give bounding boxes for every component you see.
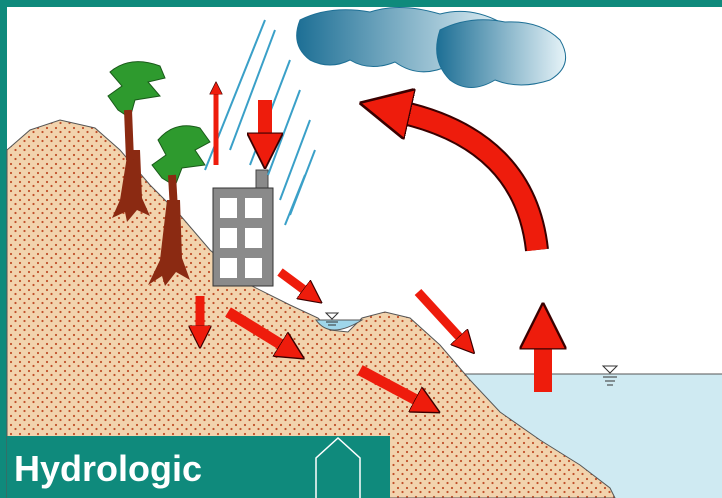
page: Hydrologic (() => { const data = JSON.pa… [0, 0, 722, 498]
caption: Hydrologic [14, 448, 202, 489]
cloud [437, 20, 566, 88]
hydrologic-cycle-diagram: Hydrologic [0, 0, 722, 498]
